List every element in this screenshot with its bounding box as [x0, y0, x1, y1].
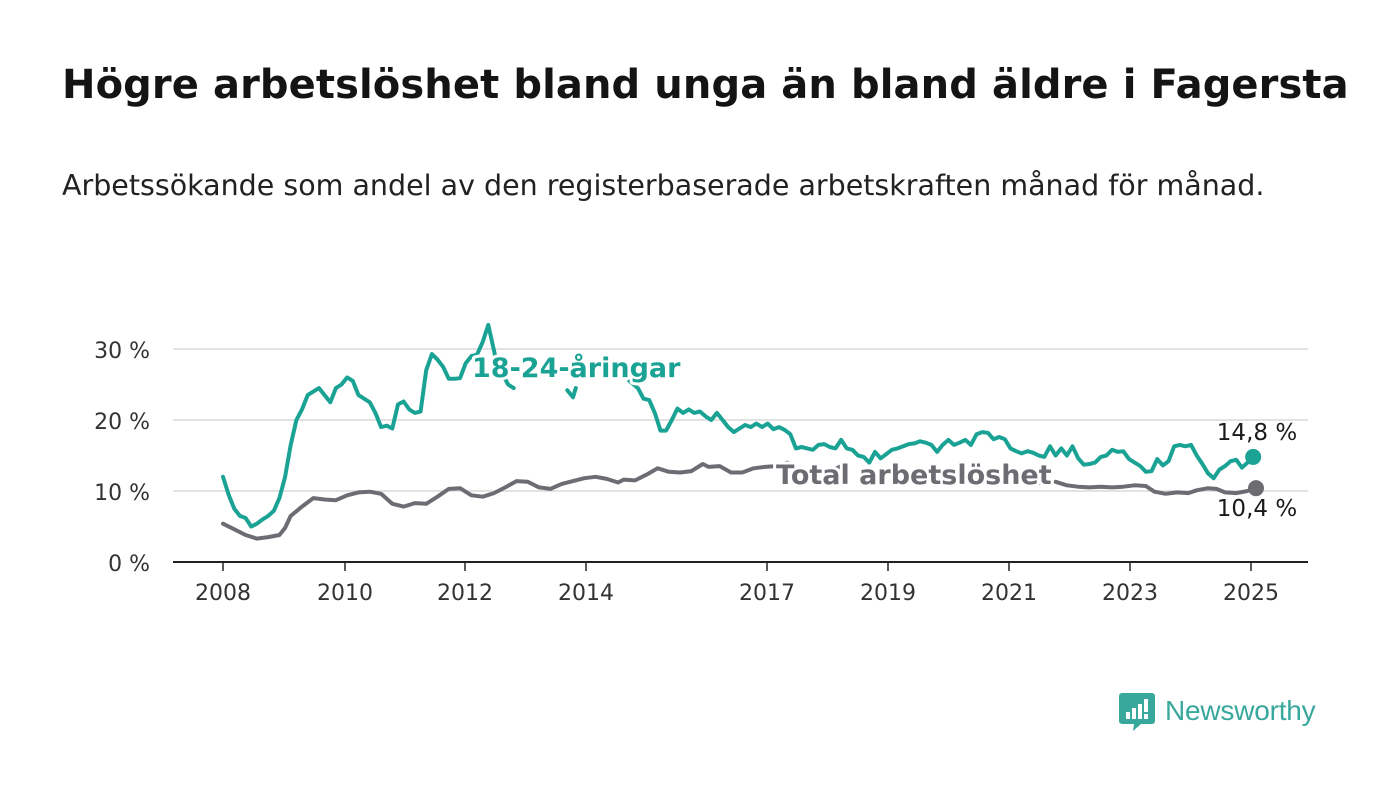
- x-tick-label: 2019: [860, 581, 916, 606]
- series-name-label: 18-24-åringar: [472, 352, 681, 384]
- series-name-label: Total arbetslöshet: [776, 460, 1052, 491]
- series-line: [565, 386, 578, 400]
- brand-name: Newsworthy: [1165, 695, 1316, 726]
- gridlines: [173, 348, 1308, 492]
- series-end-label: 14,8 %: [1217, 420, 1297, 446]
- series-end-label: 10,4 %: [1217, 496, 1297, 522]
- series-line: [627, 378, 1256, 481]
- x-tick-label: 2025: [1223, 581, 1279, 606]
- series-line: [500, 371, 516, 391]
- series-end-point: [1245, 448, 1262, 465]
- series-labels: 14,8 %10,4 %18-24-åringar18-24-åringarTo…: [469, 349, 1297, 522]
- newsworthy-logo-icon: [1119, 693, 1155, 731]
- series-line: [221, 460, 846, 541]
- brand-logo: Newsworthy: [1119, 690, 1316, 732]
- x-tick-label: 2023: [1102, 581, 1158, 606]
- series-lines: [221, 322, 1264, 541]
- x-tick-label: 2008: [195, 581, 251, 606]
- series-line: [1053, 479, 1258, 496]
- x-tick-label: 2017: [739, 581, 795, 606]
- y-tick-label: 20 %: [94, 410, 150, 435]
- y-tick-label: 30 %: [94, 339, 150, 364]
- chart-title: Högre arbetslöshet bland unga än bland ä…: [62, 62, 1349, 108]
- x-tick-label: 2012: [437, 581, 493, 606]
- axes: 0 % 10 % 20 % 30 % 2008 2010 2012 2014 2017 2019 2…: [94, 339, 1308, 606]
- series-line: [221, 322, 499, 529]
- x-tick-label: 2014: [558, 581, 614, 606]
- series-name-label-halo: Total arbetslöshet: [776, 460, 1052, 491]
- y-tick-label: 0 %: [108, 552, 150, 577]
- series-name-label-halo: 18-24-åringar: [472, 352, 681, 384]
- x-tick-label: 2010: [317, 581, 373, 606]
- x-tick-label: 2021: [981, 581, 1037, 606]
- series-end-point: [1248, 480, 1264, 497]
- y-tick-label: 10 %: [94, 481, 150, 506]
- series-line: [1033, 480, 1050, 486]
- chart-subtitle: Arbetssökande som andel av den registerb…: [62, 169, 1265, 202]
